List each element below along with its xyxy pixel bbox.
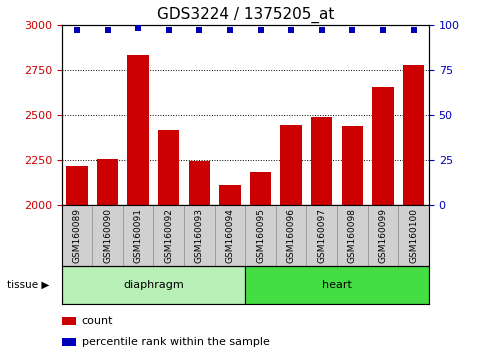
Bar	[246, 266, 429, 304]
Point	[165, 27, 173, 33]
Text: GSM160099: GSM160099	[379, 208, 387, 263]
Bar	[158, 130, 179, 205]
Text: percentile rank within the sample: percentile rank within the sample	[82, 337, 270, 347]
Point	[379, 27, 387, 33]
Point	[226, 27, 234, 33]
Text: GSM160097: GSM160097	[317, 208, 326, 263]
Bar	[62, 266, 246, 304]
Bar	[342, 126, 363, 205]
Text: GSM160095: GSM160095	[256, 208, 265, 263]
Bar	[189, 161, 210, 205]
Text: heart: heart	[322, 280, 352, 290]
Point	[134, 25, 142, 31]
Point	[257, 27, 265, 33]
Point	[318, 27, 326, 33]
Text: diaphragm: diaphragm	[123, 280, 184, 290]
Bar	[372, 87, 394, 205]
Bar	[127, 56, 149, 205]
Text: GSM160096: GSM160096	[286, 208, 296, 263]
Text: GSM160093: GSM160093	[195, 208, 204, 263]
Point	[195, 27, 203, 33]
Text: GSM160094: GSM160094	[225, 208, 235, 263]
Bar	[66, 166, 88, 205]
Bar	[97, 159, 118, 205]
Point	[73, 27, 81, 33]
Bar	[62, 317, 76, 325]
Bar	[403, 65, 424, 205]
Bar	[250, 172, 271, 205]
Point	[349, 27, 356, 33]
Text: GSM160092: GSM160092	[164, 208, 173, 263]
Text: count: count	[82, 316, 113, 326]
Text: GSM160089: GSM160089	[72, 208, 81, 263]
Bar	[219, 185, 241, 205]
Text: GSM160098: GSM160098	[348, 208, 357, 263]
Point	[410, 27, 418, 33]
Text: GSM160091: GSM160091	[134, 208, 142, 263]
Text: tissue ▶: tissue ▶	[7, 280, 50, 290]
Bar	[311, 117, 332, 205]
Text: GSM160090: GSM160090	[103, 208, 112, 263]
Bar	[281, 125, 302, 205]
Point	[287, 27, 295, 33]
Text: GSM160100: GSM160100	[409, 208, 418, 263]
Point	[104, 27, 111, 33]
Title: GDS3224 / 1375205_at: GDS3224 / 1375205_at	[157, 7, 334, 23]
Bar	[62, 338, 76, 346]
